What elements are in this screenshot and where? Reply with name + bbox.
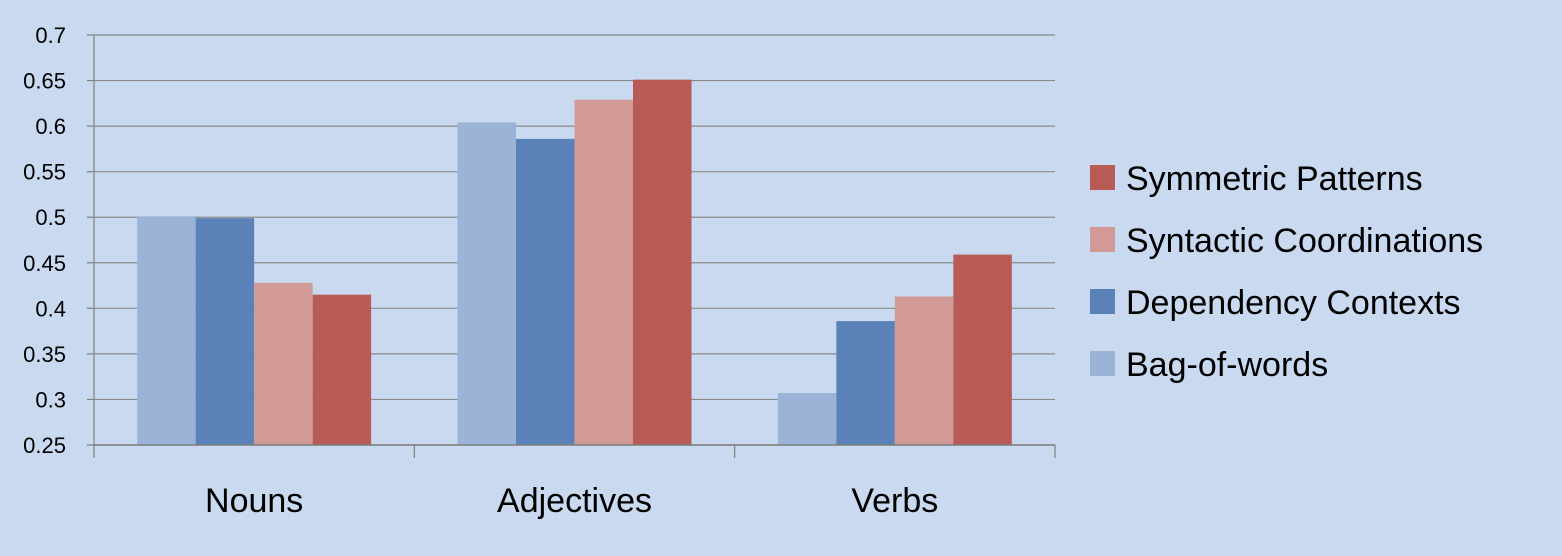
x-axis: Nouns Adjectives Verbs <box>93 444 1056 520</box>
legend-label-syntactic-coordinations: Syntactic Coordinations <box>1126 222 1483 260</box>
y-tick-label: 0.6 <box>35 114 66 139</box>
bar-syntactic-coordinations-nouns <box>254 282 313 445</box>
legend-swatch-dependency-contexts <box>1090 289 1115 314</box>
legend: Symmetric Patterns Syntactic Coordination… <box>1090 160 1483 384</box>
bar-syntactic-coordinations-adjectives <box>574 99 633 445</box>
legend-swatch-symmetric-patterns <box>1090 165 1115 190</box>
legend-swatch-syntactic-coordinations <box>1090 227 1115 252</box>
legend-label-symmetric-patterns: Symmetric Patterns <box>1126 160 1423 198</box>
legend-swatch-bag-of-words <box>1090 351 1115 376</box>
x-tick-label-nouns: Nouns <box>205 482 303 520</box>
bar-symmetric-patterns-nouns <box>312 294 372 445</box>
y-tick-label: 0.3 <box>35 387 66 412</box>
bar-symmetric-patterns-verbs <box>953 254 1012 445</box>
bar-dependency-contexts-adjectives <box>516 138 575 445</box>
x-tick-label-verbs: Verbs <box>851 482 938 520</box>
bar-bag-of-words-adjectives <box>457 122 516 445</box>
bar-dependency-contexts-verbs <box>836 321 895 445</box>
y-tick-label: 0.25 <box>23 433 66 458</box>
y-tick-label: 0.55 <box>23 160 66 185</box>
legend-label-bag-of-words: Bag-of-words <box>1126 346 1328 384</box>
bars <box>137 79 1012 446</box>
bar-syntactic-coordinations-verbs <box>894 296 954 445</box>
y-tick-label: 0.35 <box>23 342 66 367</box>
y-tick-label: 0.7 <box>35 23 66 48</box>
legend-label-dependency-contexts: Dependency Contexts <box>1126 284 1461 322</box>
y-tick-label: 0.65 <box>23 69 66 94</box>
x-tick-label-adjectives: Adjectives <box>497 482 652 520</box>
y-tick-label: 0.4 <box>35 296 66 321</box>
bar-bag-of-words-nouns <box>137 216 196 445</box>
y-tick-label: 0.5 <box>35 205 66 230</box>
bar-dependency-contexts-nouns <box>195 218 255 445</box>
bar-symmetric-patterns-adjectives <box>633 79 692 446</box>
y-axis: 0.25 0.3 0.35 0.4 0.45 0.5 0.55 0.6 0.65 0.7 <box>23 23 95 458</box>
y-tick-label: 0.45 <box>23 251 66 276</box>
bar-bag-of-words-verbs <box>777 393 837 445</box>
